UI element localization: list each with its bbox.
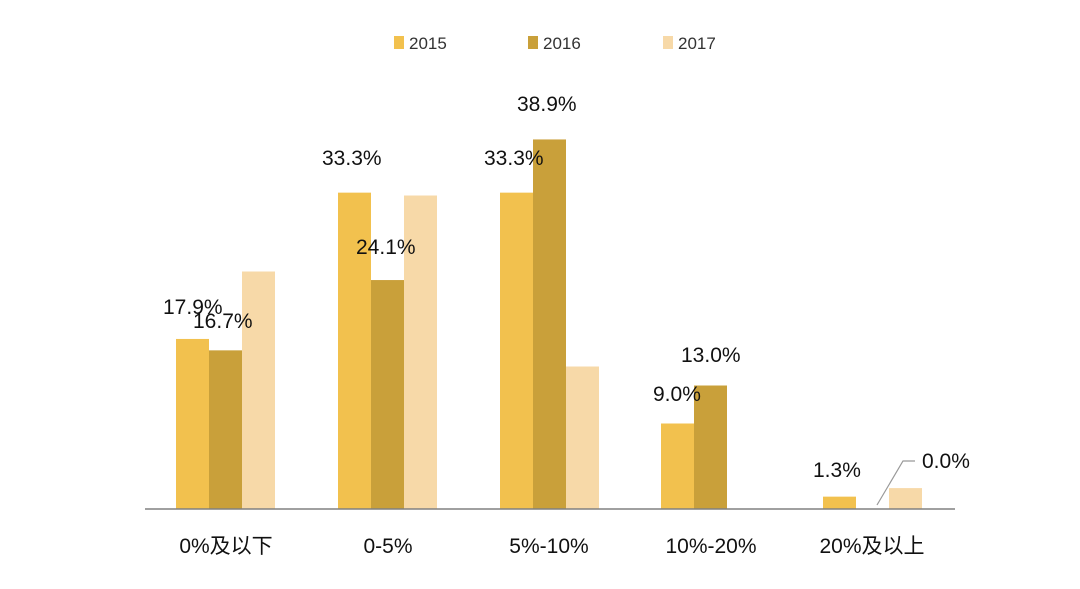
data-label-2015-4: 1.3%	[813, 459, 861, 482]
bar-2016-3	[694, 385, 727, 509]
data-label-2015-0: 17.9%	[163, 296, 223, 319]
x-tick-label-0: 0%及以下	[179, 535, 272, 558]
data-label-2015-2: 33.3%	[484, 147, 544, 170]
data-label-2015-3: 9.0%	[653, 383, 701, 406]
bar-2017-4	[889, 488, 922, 509]
bar-2015-2	[500, 192, 533, 509]
legend-label-2017: 2017	[678, 34, 716, 53]
bar-2017-0	[242, 271, 275, 509]
data-label-2016-1: 24.1%	[356, 236, 416, 259]
bar-2016-1	[371, 280, 404, 509]
bar-2015-3	[661, 423, 694, 509]
legend-label-2015: 2015	[409, 34, 447, 53]
label-leader-line	[876, 460, 915, 506]
x-tick-label-3: 10%-20%	[665, 535, 756, 558]
bar-2015-4	[823, 496, 856, 509]
bar-2017-1	[404, 195, 437, 509]
data-label-2016-2: 38.9%	[517, 93, 577, 116]
data-label-2015-1: 33.3%	[322, 147, 382, 170]
x-tick-label-1: 0-5%	[363, 535, 412, 558]
chart-legend: 2015 2016 2017	[394, 34, 716, 53]
legend-swatch-2015	[394, 36, 404, 49]
bar-2016-0	[209, 350, 242, 509]
bar-2015-0	[176, 338, 209, 509]
data-label-2016-3: 13.0%	[681, 344, 741, 367]
legend-swatch-2016	[528, 36, 538, 49]
data-labels-group: 17.9% 33.3% 33.3% 9.0% 1.3% 16.7% 24.1% 38.9% 13…	[163, 93, 970, 506]
data-label-2016-0: 16.7%	[193, 310, 253, 333]
bar-2017-2	[566, 366, 599, 509]
legend-swatch-2017	[663, 36, 673, 49]
data-label-2017-4: 0.0%	[922, 450, 970, 473]
x-tick-label-2: 5%-10%	[509, 535, 588, 558]
x-tick-label-4: 20%及以上	[819, 535, 924, 558]
bar-2015-1	[338, 192, 371, 509]
x-tick-labels-group: 0%及以下 0-5% 5%-10% 10%-20% 20%及以上	[179, 535, 924, 558]
bar-2016-2	[533, 139, 566, 509]
bars-group	[176, 139, 922, 509]
legend-label-2016: 2016	[543, 34, 581, 53]
